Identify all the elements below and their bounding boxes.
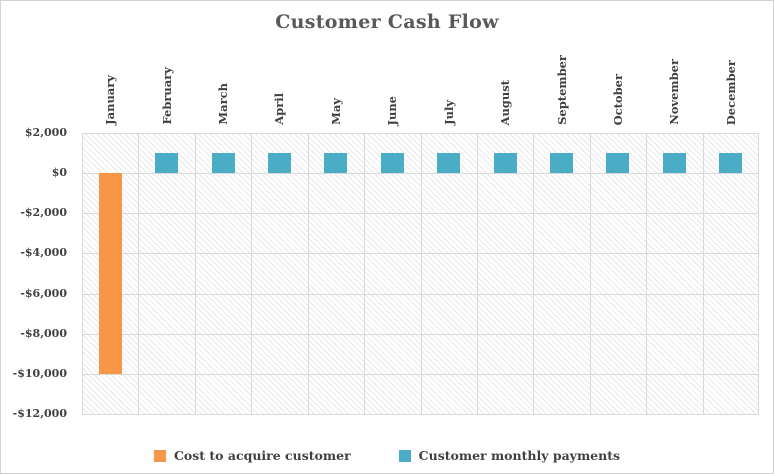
gridline-horizontal [82,253,759,255]
bar-october [606,153,630,174]
bar-january [98,173,122,374]
gridline-horizontal [82,213,759,215]
gridline-vertical [82,133,83,414]
y-tick-label: -$8,000 [20,326,67,340]
bar-september [550,153,574,174]
x-month-label: December [723,59,738,125]
gridline-horizontal [82,293,759,295]
x-month-label: February [159,67,174,125]
legend-swatch [398,449,411,462]
legend: Cost to acquire customer Customer monthly… [1,448,773,463]
gridline-horizontal [82,373,759,375]
x-month-label: November [667,59,682,125]
gridline-vertical [195,133,196,414]
bar-june [380,153,404,174]
bar-april [267,153,291,174]
x-month-label: September [554,55,569,125]
gridline-horizontal [82,414,759,415]
x-month-label: July [441,100,456,125]
gridline-vertical [477,133,478,414]
bar-august [493,153,517,174]
gridline-vertical [421,133,422,414]
bar-december [719,153,743,174]
chart-title: Customer Cash Flow [275,11,499,33]
gridline-vertical [758,133,759,414]
y-tick-label: -$12,000 [12,407,67,420]
x-month-label: March [216,83,231,125]
gridline-vertical [646,133,647,414]
gridline-vertical [364,133,365,414]
y-tick-label: -$6,000 [20,286,67,300]
y-tick-label: $2,000 [24,126,67,139]
x-month-label: January [103,75,118,125]
x-month-label: June [385,95,400,125]
plot-area [82,133,759,415]
x-month-label: April [272,93,287,125]
bar-july [437,153,461,174]
x-month-label: August [498,79,513,125]
bar-march [211,153,235,174]
gridline-vertical [251,133,252,414]
gridline-vertical [590,133,591,414]
gridline-horizontal [82,173,759,175]
legend-label: Cost to acquire customer [173,448,351,463]
legend-label: Customer monthly payments [418,448,621,463]
bar-may [324,153,348,174]
y-tick-label: -$4,000 [20,246,67,260]
x-month-label: May [328,98,343,125]
gridline-vertical [703,133,704,414]
legend-item: Customer monthly payments [398,448,621,463]
y-tick-label: -$2,000 [20,206,67,220]
y-tick-label: $0 [51,166,67,180]
gridline-vertical [138,133,139,414]
gridline-vertical [308,133,309,414]
y-tick-label: -$10,000 [12,366,67,380]
gridline-horizontal [82,133,759,134]
x-month-label: October [610,73,625,125]
gridline-horizontal [82,333,759,335]
legend-item: Cost to acquire customer [153,448,351,463]
bar-february [155,153,179,174]
bar-november [662,153,686,174]
legend-swatch [153,449,166,462]
gridline-vertical [533,133,534,414]
